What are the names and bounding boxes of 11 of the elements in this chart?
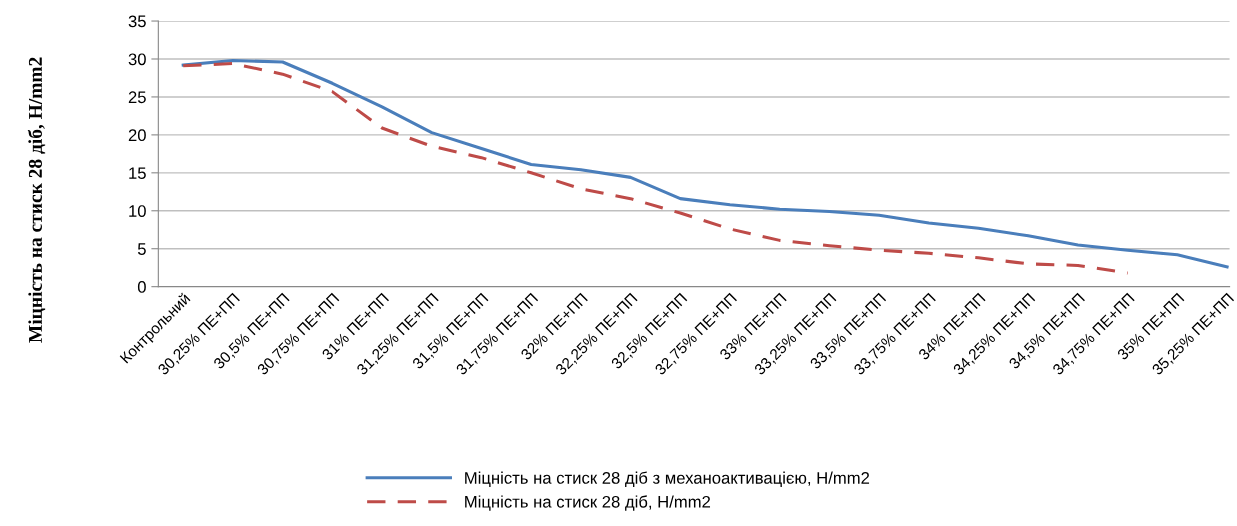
y-tick-label: 0 [137, 281, 146, 293]
y-tick-label: 25 [128, 91, 146, 104]
y-tick-label: 30 [128, 53, 146, 66]
y-tick-label: 5 [137, 243, 146, 255]
legend-label: Міцність на стиск 28 діб з механоактивацією, Н/mm2 [465, 471, 870, 487]
legend-label: Міцність на стиск 28 діб, Н/mm2 [465, 495, 711, 511]
y-tick-label: 20 [128, 129, 146, 142]
y-tick-label: 35 [128, 15, 146, 28]
y-tick-label: 15 [129, 167, 146, 180]
y-axis-title: Міцність на стиск 28 діб, Н/mm2 [27, 57, 46, 343]
y-tick-label: 10 [129, 205, 146, 217]
